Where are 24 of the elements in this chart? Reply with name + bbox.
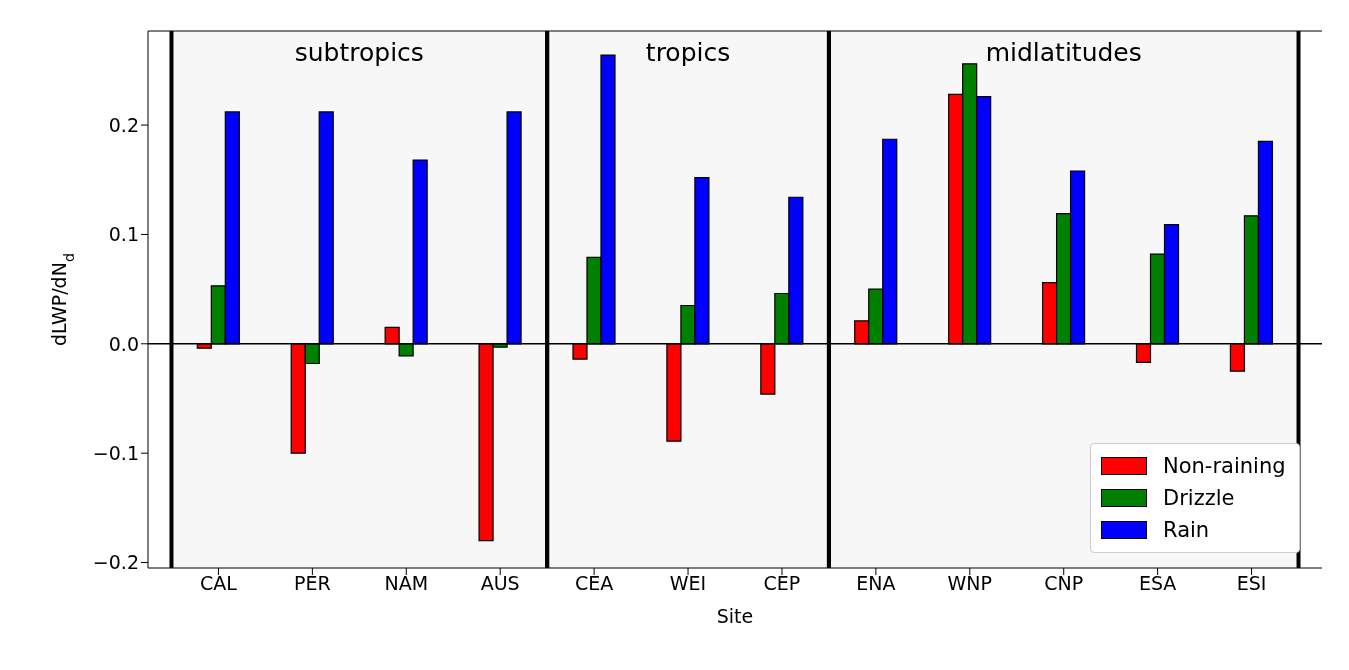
band-label: midlatitudes — [985, 37, 1142, 67]
x-tick-label: PER — [294, 572, 331, 595]
x-tick-label: WEI — [669, 572, 707, 595]
x-tick-label: AUS — [480, 572, 520, 595]
y-tick-label: 0.1 — [108, 223, 139, 246]
y-tick-label: −0.2 — [92, 551, 139, 574]
y-tick-label: 0.2 — [108, 113, 139, 136]
legend-label: Rain — [1163, 518, 1210, 542]
x-tick-label: CAL — [200, 572, 238, 595]
legend-label: Drizzle — [1163, 486, 1235, 510]
x-axis-title: Site — [716, 605, 754, 627]
x-tick-label: CEP — [763, 572, 801, 595]
x-tick-label: ESA — [1138, 572, 1177, 595]
band-label: subtropics — [294, 37, 424, 67]
y-tick-label: 0.0 — [108, 332, 139, 355]
band-label: tropics — [645, 37, 731, 67]
legend-label: Non-raining — [1163, 454, 1286, 478]
x-tick-label: ENA — [856, 572, 896, 595]
y-tick-label: −0.1 — [92, 441, 139, 464]
x-tick-label: ESI — [1236, 572, 1267, 595]
x-tick-label: NAM — [384, 572, 429, 595]
x-tick-label: CEA — [574, 572, 614, 595]
x-tick-label: CNP — [1044, 572, 1084, 595]
x-tick-label: WNP — [947, 572, 993, 595]
